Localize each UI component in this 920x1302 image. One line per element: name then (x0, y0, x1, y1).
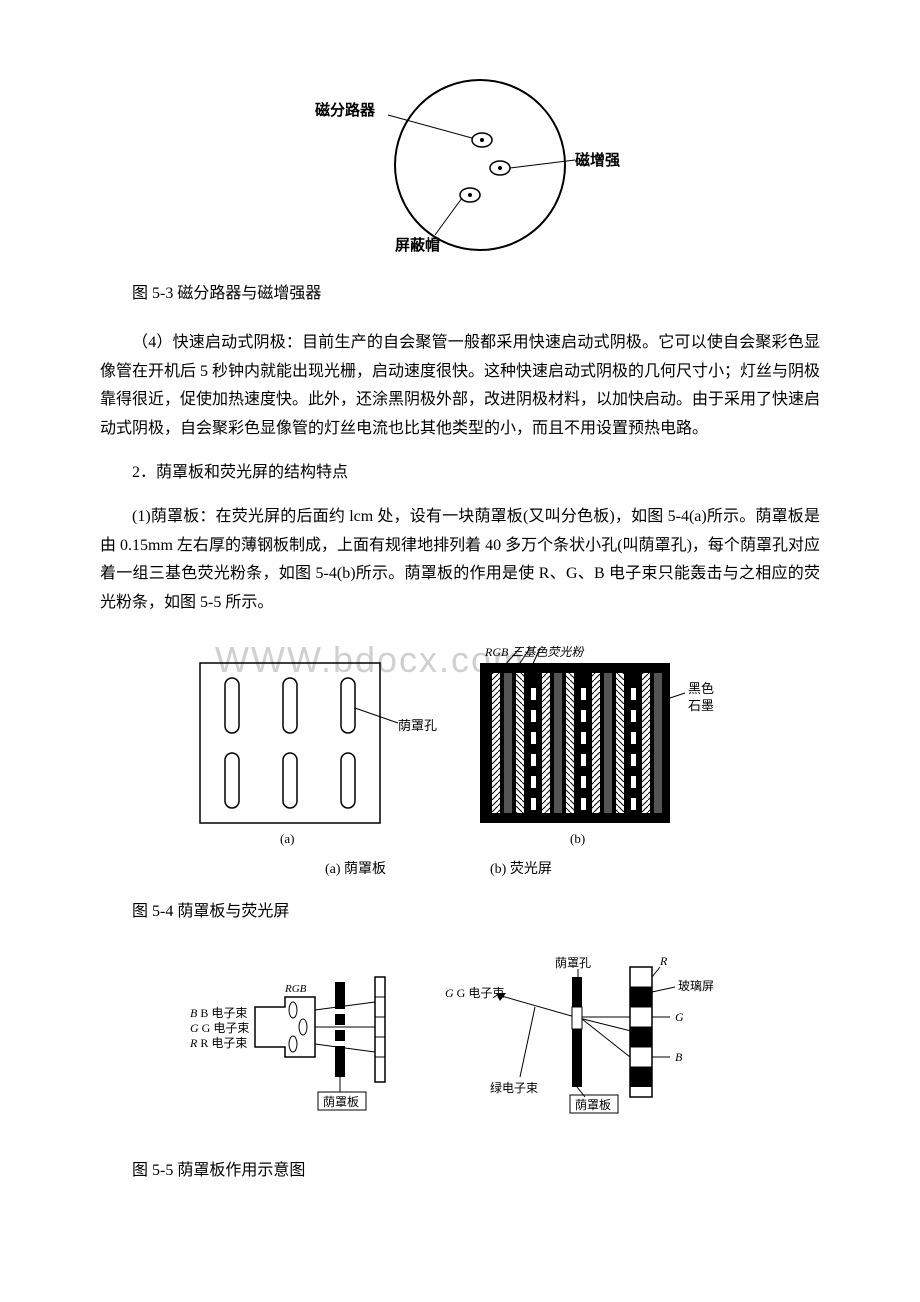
fig55-b-beam: B B 电子束 (190, 1006, 247, 1020)
fig54-sub-b: (b) (570, 831, 585, 846)
fig55-g-label: G (675, 1010, 684, 1024)
paragraph-2: (1)荫罩板：在荧光屏的后面约 lcm 处，设有一块荫罩板(又叫分色板)，如图 … (100, 503, 820, 618)
fig55-g-beam-2: G G 电子束 (445, 986, 504, 1000)
fig53-label-right: 磁增强器 (575, 151, 620, 169)
fig55-g-beam: G G 电子束 (190, 1021, 249, 1035)
fig55-mask-plate: 荫罩板 (323, 1095, 359, 1109)
figure-5-5-svg: B B 电子束 G G 电子束 R R 电子束 RGB (180, 947, 740, 1137)
figure-5-3: 磁分路器 磁增强器 屏蔽帽 (100, 60, 820, 260)
figure-5-3-svg: 磁分路器 磁增强器 屏蔽帽 (300, 60, 620, 260)
figure-5-4-caption: 图 5-4 荫罩板与荧光屏 (100, 898, 820, 927)
page-content: 磁分路器 磁增强器 屏蔽帽 图 5-3 磁分路器与磁增强器 （4）快速启动式阴极… (100, 60, 820, 1186)
fig55-r-label: R (659, 954, 668, 968)
fig55-mask-hole: 荫罩孔 (555, 956, 591, 970)
fig54-caption-b: (b) 荧光屏 (490, 860, 552, 877)
figure-5-5-caption: 图 5-5 荫罩板作用示意图 (100, 1157, 820, 1186)
figure-5-3-caption: 图 5-3 磁分路器与磁增强器 (100, 280, 820, 309)
section-2-title: 2．荫罩板和荧光屏的结构特点 (100, 459, 820, 488)
figure-5-4: WWW.bdocx.com 荫罩孔 (a) RGB 三基色荧光粉 (100, 638, 820, 878)
fig55-glass-screen: 玻璃屏 (678, 979, 714, 993)
fig54-caption-a: (a) 荫罩板 (325, 861, 386, 877)
fig53-label-bottom: 屏蔽帽 (395, 236, 440, 254)
fig53-label-left: 磁分路器 (315, 101, 376, 119)
fig55-mask-plate-2: 荫罩板 (575, 1098, 611, 1112)
paragraph-1: （4）快速启动式阴极：目前生产的自会聚管一般都采用快速启动式阴极。它可以使自会聚… (100, 329, 820, 444)
fig54-rgb-label: RGB 三基色荧光粉 (484, 645, 585, 659)
figure-5-5: B B 电子束 G G 电子束 R R 电子束 RGB (100, 947, 820, 1137)
fig54-sub-a: (a) (280, 831, 294, 846)
fig55-green-beam: 绿电子束 (490, 1080, 538, 1095)
fig54-black-label2: 石墨 (688, 698, 714, 713)
fig55-rgb: RGB (284, 983, 307, 995)
fig54-slot-label: 荫罩孔 (398, 718, 437, 733)
figure-5-4-svg: 荫罩孔 (a) RGB 三基色荧光粉 (180, 638, 740, 878)
fig54-black-label1: 黑色 (688, 681, 714, 696)
fig55-b-label: B (675, 1050, 683, 1064)
fig55-r-beam: R R 电子束 (189, 1036, 247, 1050)
